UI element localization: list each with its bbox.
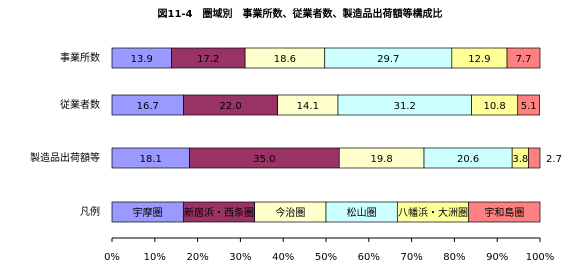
value-label: 18.1 (140, 154, 162, 165)
x-tick-label: 50% (315, 252, 337, 263)
legend-text: 松山圏 (347, 206, 377, 219)
value-label: 16.7 (137, 101, 159, 112)
category-label: 事業所数 (60, 51, 100, 64)
value-label: 5.1 (521, 101, 537, 112)
value-label: 14.1 (297, 101, 319, 112)
value-label: 31.2 (394, 101, 416, 112)
legend-text: 今治圏 (275, 206, 305, 219)
value-label: 29.7 (377, 54, 399, 65)
legend-text: 宇摩圏 (133, 206, 163, 219)
x-tick-label: 30% (229, 252, 251, 263)
value-label: 17.2 (197, 54, 219, 65)
value-label: 7.7 (516, 54, 532, 65)
legend-text: 宇和島圏 (484, 206, 524, 219)
x-tick-label: 20% (186, 252, 208, 263)
category-label: 従業者数 (60, 98, 100, 111)
x-tick-label: 70% (400, 252, 422, 263)
value-label: 19.8 (371, 154, 393, 165)
bar-segment (517, 94, 540, 116)
value-label: 18.6 (274, 54, 296, 65)
legend-text: 新居浜・西条圏 (184, 206, 254, 219)
value-label: 2.7 (546, 154, 562, 165)
x-tick-label: 40% (272, 252, 294, 263)
x-tick-label: 10% (144, 252, 166, 263)
legend-text: 八幡浜・大洲圏 (398, 206, 468, 219)
category-label: 製造品出荷額等 (30, 151, 100, 164)
bar-segment (506, 47, 541, 69)
x-tick-label: 80% (443, 252, 465, 263)
value-label: 10.8 (483, 101, 505, 112)
legend-swatch (468, 201, 541, 223)
x-tick-label: 90% (486, 252, 508, 263)
x-tick-label: 60% (358, 252, 380, 263)
value-label: 13.9 (131, 54, 153, 65)
x-tick-label: 100% (526, 252, 555, 263)
value-label: 3.8 (512, 154, 528, 165)
x-tick-label: 0% (104, 252, 120, 263)
value-label: 20.6 (457, 154, 479, 165)
chart-title: 図11-4 圏域別 事業所数、従業者数、製造品出荷額等構成比 (157, 7, 442, 20)
value-label: 22.0 (219, 101, 241, 112)
value-label: 35.0 (253, 154, 275, 165)
legend-label: 凡例 (80, 205, 100, 218)
bar-segment (528, 147, 541, 169)
value-label: 12.9 (468, 54, 490, 65)
